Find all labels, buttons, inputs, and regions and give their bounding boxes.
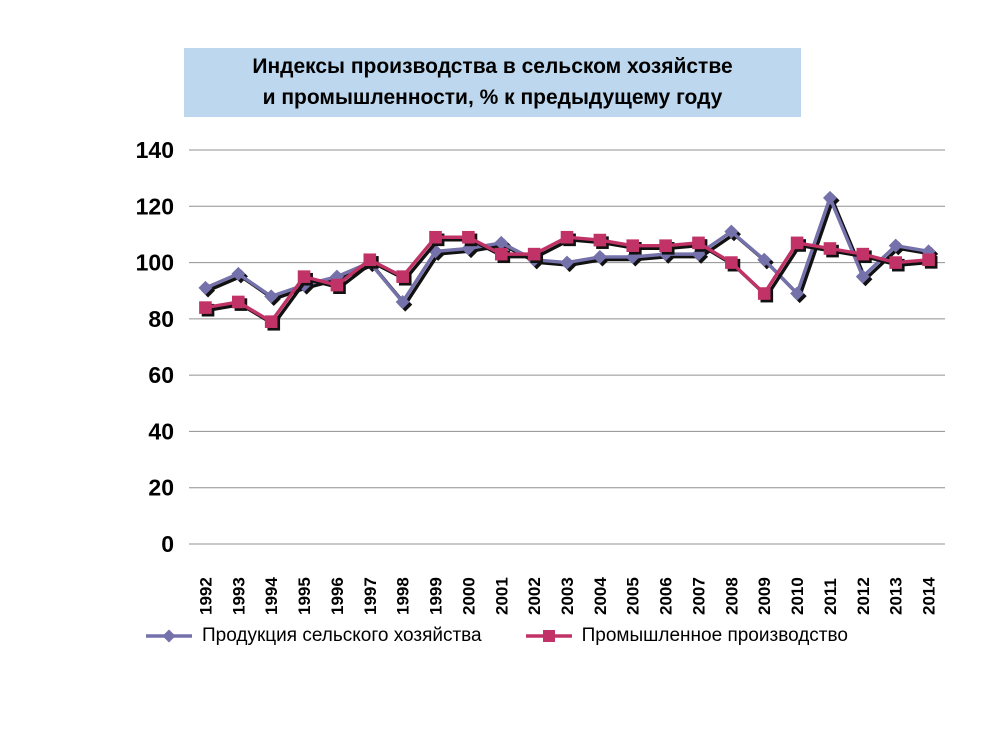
agriculture-point-1994 [264, 289, 279, 304]
x-axis-label: 1994 [262, 577, 281, 615]
x-axis-label: 2006 [657, 577, 676, 615]
agriculture-point-2013 [888, 238, 903, 253]
industry-point-1997 [363, 253, 377, 267]
industry-line-shadow [207, 238, 932, 327]
x-axis-label: 2005 [624, 577, 643, 615]
industry-point-2008 [725, 256, 738, 269]
industry-point-2011 [823, 242, 837, 255]
x-axis-label: 1992 [196, 577, 215, 615]
industry-point-2009 [757, 287, 771, 300]
x-axis-label: 2013 [887, 577, 906, 615]
industry-point-2002 [527, 247, 541, 261]
industry-point-2007 [692, 236, 705, 250]
industry-point-1993 [232, 295, 245, 309]
legend-label-agriculture: Продукция сельского хозяйства [202, 625, 482, 646]
x-axis-label: 2000 [459, 577, 478, 615]
industry-point-2014 [922, 253, 935, 267]
x-axis-label: 1999 [427, 577, 446, 615]
y-axis-label: 120 [136, 193, 174, 219]
chart-title: Индексы производства в сельском хозяйств… [184, 48, 801, 117]
y-axis-label: 40 [148, 418, 174, 444]
x-axis-label: 1996 [328, 577, 347, 615]
industry-point-2000 [462, 230, 475, 244]
legend-label-industry: Промышленное производство [581, 625, 848, 646]
y-axis-label: 0 [161, 531, 174, 557]
agriculture-point-2011 [822, 190, 837, 205]
y-axis-label: 20 [148, 475, 174, 501]
x-axis-label: 1997 [361, 577, 380, 615]
agriculture-point-1998 [395, 294, 410, 309]
agriculture-point-2003 [560, 255, 574, 270]
industry-point-1999 [429, 230, 442, 244]
industry-point-2006 [659, 239, 672, 252]
y-axis-label: 100 [136, 250, 174, 276]
industry-point-2013 [889, 256, 902, 269]
legend-item-agriculture: Продукция сельского хозяйства [144, 625, 482, 647]
x-axis-label: 2003 [558, 577, 577, 615]
agriculture-point-2004 [592, 249, 607, 264]
agriculture-point-1993 [231, 266, 246, 281]
industry-point-2005 [626, 239, 640, 252]
x-axis-label: 2004 [591, 577, 610, 615]
chart-title-text: Индексы производства в сельском хозяйств… [252, 55, 733, 109]
agriculture-point-2005 [625, 249, 640, 264]
legend: Продукция сельского хозяйства Промышленн… [0, 619, 992, 653]
industry-point-2001 [494, 247, 508, 261]
x-axis-label: 2014 [920, 577, 939, 615]
y-axis-label: 140 [136, 137, 174, 163]
industry-point-1996 [330, 278, 344, 292]
x-axis-label: 2001 [492, 577, 511, 615]
legend-item-industry: Промышленное производство [524, 625, 848, 647]
industry-point-1994 [264, 315, 278, 328]
x-axis-label: 2012 [854, 577, 873, 615]
industry-point-2012 [856, 247, 870, 261]
industry-point-1998 [396, 270, 409, 283]
agriculture-legend-marker-icon [146, 629, 193, 643]
x-axis-label: 2010 [788, 577, 807, 615]
x-axis-label: 1998 [394, 577, 413, 615]
industry-point-2004 [593, 233, 607, 247]
agriculture-point-1992 [198, 280, 213, 295]
industry-legend-marker-icon [525, 630, 572, 642]
x-axis-label: 2009 [755, 577, 774, 615]
x-axis-label: 2011 [821, 578, 840, 615]
x-axis-label: 1993 [229, 577, 248, 615]
x-axis-label: 1995 [295, 577, 314, 615]
industry-point-2010 [790, 236, 804, 250]
agriculture-point-2014 [921, 244, 936, 259]
agriculture-point-2001 [494, 235, 509, 250]
agriculture-point-2009 [757, 252, 772, 267]
x-axis-label: 2002 [525, 577, 544, 615]
industry-point-2003 [560, 230, 574, 244]
agriculture-point-2012 [855, 269, 870, 284]
x-axis-label: 2007 [689, 577, 708, 615]
x-axis-label: 2008 [722, 577, 741, 615]
industry-point-1992 [199, 301, 212, 314]
agriculture-point-2010 [790, 286, 805, 301]
industry-point-1995 [297, 270, 311, 283]
y-axis-label: 60 [148, 362, 174, 388]
agriculture-point-2008 [724, 224, 739, 239]
y-axis-label: 80 [148, 306, 174, 332]
